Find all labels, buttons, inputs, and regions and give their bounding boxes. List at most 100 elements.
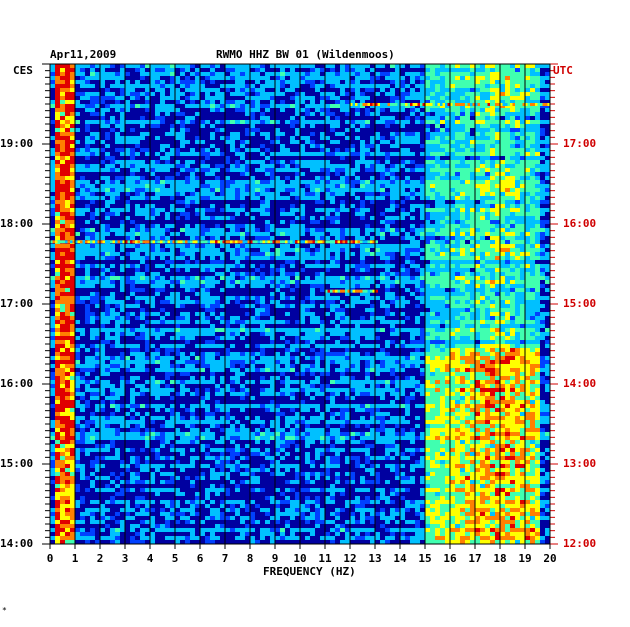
heatmap-cell [465,236,470,240]
heatmap-cell [120,304,125,308]
heatmap-cell [210,248,215,252]
heatmap-cell [430,196,435,200]
heatmap-cell [155,272,160,276]
heatmap-cell [455,68,460,72]
heatmap-cell [290,184,295,188]
heatmap-cell [330,200,335,204]
heatmap-cell [305,192,310,196]
heatmap-cell [100,268,105,272]
heatmap-cell [535,228,540,232]
heatmap-cell [55,172,60,176]
heatmap-cell [535,204,540,208]
heatmap-cell [220,304,225,308]
heatmap-cell [500,220,505,224]
heatmap-cell [510,192,515,196]
heatmap-cell [295,176,300,180]
heatmap-cell [535,280,540,284]
heatmap-cell [75,244,80,248]
heatmap-cell [140,132,145,136]
heatmap-cell [105,232,110,236]
heatmap-cell [420,340,425,344]
heatmap-cell [120,248,125,252]
heatmap-cell [205,320,210,324]
heatmap-cell [275,280,280,284]
heatmap-cell [425,280,430,284]
heatmap-cell [175,112,180,116]
heatmap-cell [535,236,540,240]
heatmap-cell [315,180,320,184]
heatmap-cell [480,336,485,340]
heatmap-cell [470,344,475,348]
heatmap-cell [235,188,240,192]
heatmap-cell [390,196,395,200]
heatmap-cell [435,68,440,72]
heatmap-cell [65,208,70,212]
heatmap-cell [50,196,55,200]
heatmap-cell [85,208,90,212]
heatmap-cell [500,168,505,172]
heatmap-cell [305,76,310,80]
heatmap-cell [415,252,420,256]
heatmap-cell [350,96,355,100]
heatmap-cell [280,132,285,136]
heatmap-cell [55,308,60,312]
heatmap-cell [355,236,360,240]
heatmap-cell [210,192,215,196]
heatmap-cell [245,108,250,112]
heatmap-cell [205,104,210,108]
heatmap-cell [225,68,230,72]
heatmap-cell [340,332,345,336]
heatmap-cell [195,332,200,336]
heatmap-cell [75,276,80,280]
heatmap-cell [90,148,95,152]
heatmap-cell [465,120,470,124]
heatmap-cell [325,184,330,188]
heatmap-cell [290,208,295,212]
heatmap-cell [310,140,315,144]
heatmap-cell [420,112,425,116]
heatmap-cell [285,80,290,84]
heatmap-cell [170,92,175,96]
heatmap-cell [390,100,395,104]
heatmap-cell [445,280,450,284]
heatmap-cell [55,260,60,264]
heatmap-cell [200,244,205,248]
heatmap-cell [65,304,70,308]
heatmap-cell [325,348,330,352]
heatmap-cell [375,196,380,200]
heatmap-cell [465,248,470,252]
heatmap-cell [425,268,430,272]
heatmap-cell [450,340,455,344]
heatmap-cell [150,228,155,232]
heatmap-cell [50,292,55,296]
heatmap-cell [345,176,350,180]
heatmap-cell [485,156,490,160]
heatmap-cell [195,136,200,140]
heatmap-cell [285,272,290,276]
heatmap-cell [215,96,220,100]
heatmap-cell [290,220,295,224]
heatmap-cell [55,212,60,216]
heatmap-cell [300,160,305,164]
heatmap-cell [260,300,265,304]
heatmap-cell [545,340,550,344]
heatmap-cell [90,72,95,76]
heatmap-cell [485,288,490,292]
heatmap-cell [445,88,450,92]
heatmap-cell [135,248,140,252]
heatmap-cell [500,340,505,344]
heatmap-cell [155,212,160,216]
heatmap-cell [470,264,475,268]
heatmap-cell [170,128,175,132]
heatmap-cell [355,336,360,340]
heatmap-cell [525,124,530,128]
heatmap-cell [75,168,80,172]
heatmap-cell [100,320,105,324]
heatmap-cell [420,164,425,168]
heatmap-cell [315,228,320,232]
heatmap-cell [150,312,155,316]
heatmap-cell [370,276,375,280]
heatmap-cell [285,256,290,260]
heatmap-cell [510,212,515,216]
heatmap-cell [360,344,365,348]
